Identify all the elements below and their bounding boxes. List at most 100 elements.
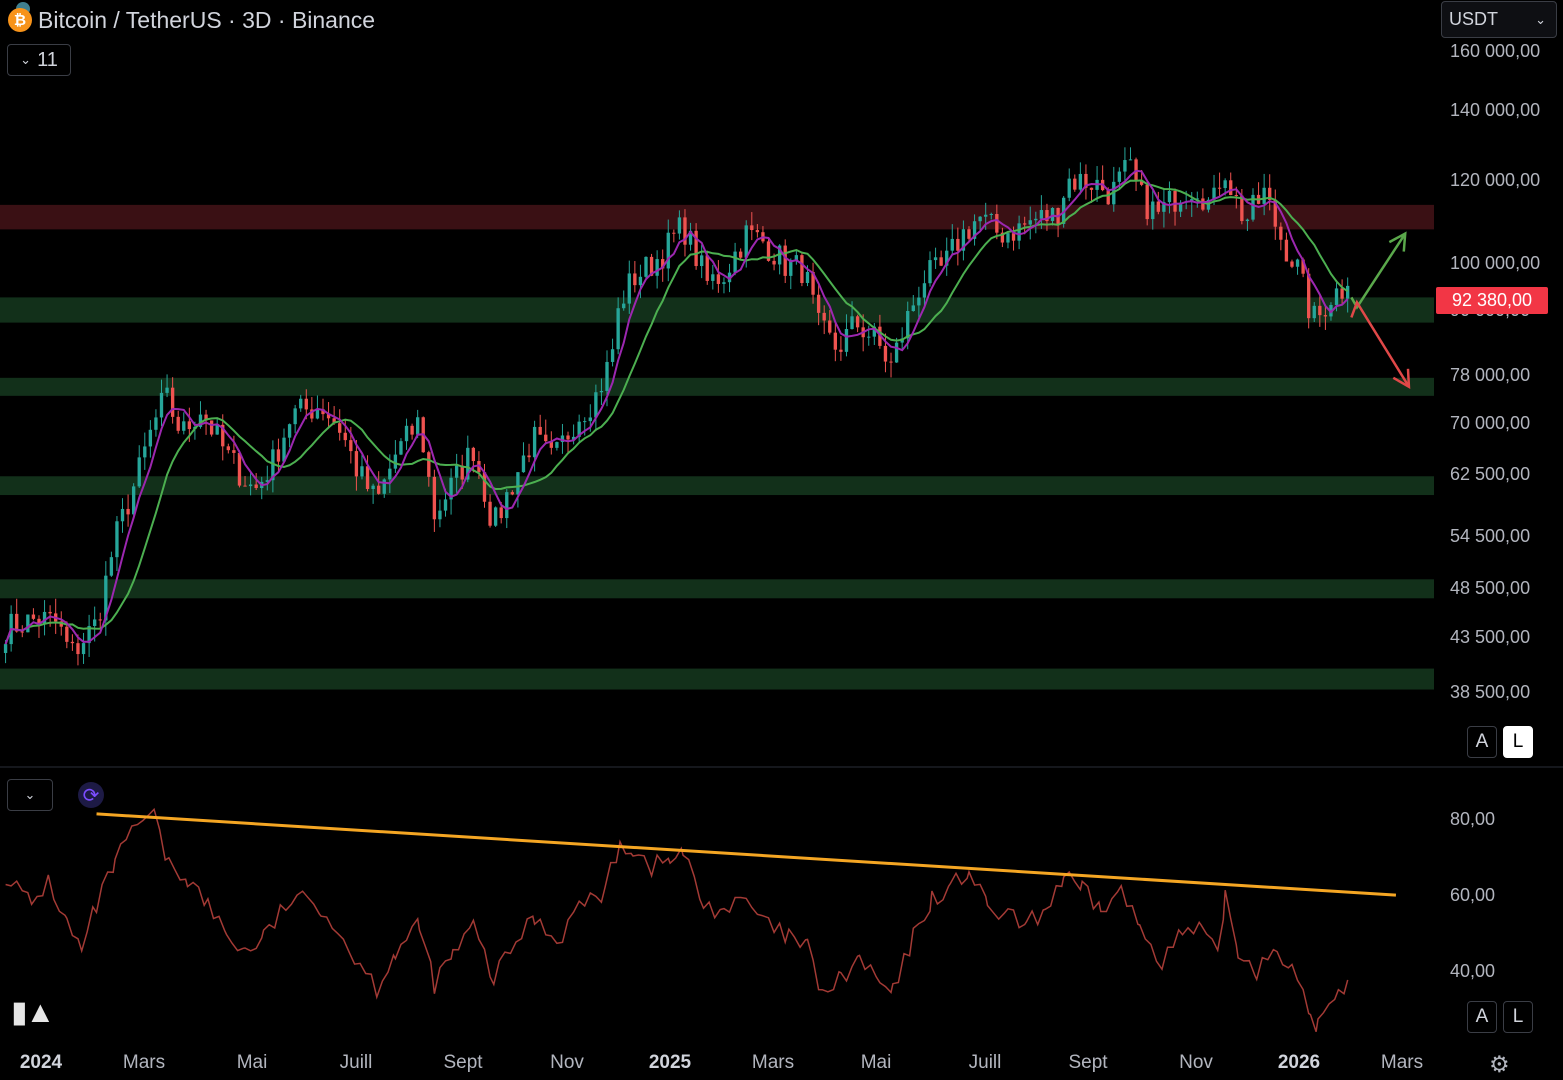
candle-body — [182, 421, 186, 431]
auto-scale-button[interactable]: A — [1467, 726, 1497, 758]
candle-body — [237, 452, 242, 486]
candle-body — [15, 613, 19, 632]
red-arrow-head — [1392, 368, 1411, 389]
gear-icon[interactable]: ⚙ — [1489, 1051, 1510, 1077]
candle-body — [655, 259, 659, 276]
candle-body — [198, 414, 203, 427]
support-zone — [0, 377, 1434, 396]
indicators-collapse-button[interactable]: ⌄ 11 — [7, 44, 71, 76]
candle-body — [1195, 198, 1199, 200]
candle-body — [510, 492, 515, 495]
candle-body — [293, 408, 297, 425]
candle-body — [209, 420, 214, 435]
rsi-auto-scale-button[interactable]: A — [1467, 1001, 1497, 1033]
candle-body — [532, 426, 537, 458]
rsi-tick: 80,00 — [1450, 809, 1496, 829]
candle-body — [254, 484, 258, 489]
rsi-tick: 60,00 — [1450, 885, 1496, 905]
rsi-log-scale-button[interactable]: L — [1503, 1001, 1533, 1033]
candle-body — [622, 303, 626, 309]
symbol-title: Bitcoin / TetherUS · 3D · Binance — [38, 6, 376, 33]
time-tick: Juill — [339, 1052, 373, 1073]
candle-body — [466, 447, 470, 480]
price-tick: 100 000,00 — [1450, 253, 1541, 273]
candle-body — [65, 626, 69, 642]
green-arrow-head — [1388, 231, 1407, 252]
candle-body — [81, 643, 86, 655]
log-scale-button[interactable]: L — [1503, 726, 1533, 758]
rsi-trendline — [96, 812, 1397, 897]
candle-body — [772, 260, 776, 265]
candle-body — [20, 631, 24, 633]
candle-body — [967, 229, 971, 239]
candle-body — [104, 575, 108, 621]
red-arrow-line — [1350, 299, 1410, 388]
candle-body — [70, 641, 75, 644]
tradingview-logo-icon[interactable]: ▮▲ — [11, 996, 55, 1029]
candle-body — [722, 282, 726, 284]
rsi-collapse-button[interactable]: ⌄ — [7, 779, 53, 811]
candle-body — [733, 251, 737, 273]
candle-body — [883, 345, 888, 362]
chevron-down-icon: ⌄ — [1535, 11, 1546, 27]
candle-body — [98, 619, 102, 621]
candle-body — [1301, 259, 1305, 274]
candle-body — [1284, 239, 1289, 262]
candle-body — [1295, 259, 1300, 267]
candle-body — [59, 621, 63, 627]
support-zone — [0, 579, 1434, 599]
candle-body — [989, 214, 993, 216]
candle-body — [1212, 187, 1216, 200]
candle-body — [1279, 226, 1283, 240]
candle-body — [661, 259, 665, 269]
candle-body — [894, 342, 899, 363]
time-tick: 2025 — [648, 1052, 692, 1073]
price-tick: 70 000,00 — [1450, 413, 1531, 433]
candle-body — [26, 614, 30, 633]
candle-body — [616, 308, 620, 350]
candle-body — [850, 316, 854, 330]
ma-slow-line — [4, 179, 1349, 645]
candle-body — [365, 466, 370, 489]
candle-body — [995, 214, 999, 233]
candle-body — [700, 255, 704, 267]
indicator-count: 11 — [37, 48, 58, 71]
candle-body — [226, 446, 230, 451]
candle-body — [688, 230, 693, 245]
candle-body — [382, 479, 386, 494]
candle-body — [1028, 220, 1032, 225]
candle-body — [1234, 195, 1238, 197]
support-zone — [0, 668, 1434, 690]
currency-select[interactable]: USDT ⌄ — [1441, 1, 1557, 38]
price-tick: 43 500,00 — [1450, 627, 1531, 647]
price-tick: 140 000,00 — [1450, 100, 1541, 120]
refresh-icon[interactable]: ⟳ — [78, 782, 104, 808]
candle-body — [627, 273, 631, 304]
candle-body — [555, 442, 559, 448]
candle-body — [872, 326, 876, 337]
candle-body — [1084, 173, 1088, 188]
candle-body — [939, 257, 943, 266]
price-tick: 78 000,00 — [1450, 365, 1531, 385]
resistance-zone — [0, 204, 1434, 230]
candle-body — [427, 452, 431, 477]
candle-body — [338, 423, 342, 433]
symbol-header[interactable]: ₿ Bitcoin / TetherUS · 3D · Binance — [8, 2, 376, 36]
candle-body — [1000, 232, 1005, 243]
candle-body — [87, 625, 91, 644]
candle-body — [243, 485, 247, 487]
candle-body — [1334, 288, 1339, 305]
candle-body — [544, 434, 548, 442]
candle-body — [131, 486, 136, 515]
candle-body — [1240, 195, 1244, 222]
candle-body — [315, 409, 320, 419]
support-zone — [0, 476, 1434, 496]
candle-body — [538, 426, 542, 435]
candle-body — [48, 611, 52, 614]
candle-body — [115, 521, 119, 558]
candle-body — [120, 508, 125, 522]
candle-body — [711, 274, 715, 281]
green-arrow-line — [1350, 232, 1407, 310]
candle-body — [549, 441, 553, 448]
